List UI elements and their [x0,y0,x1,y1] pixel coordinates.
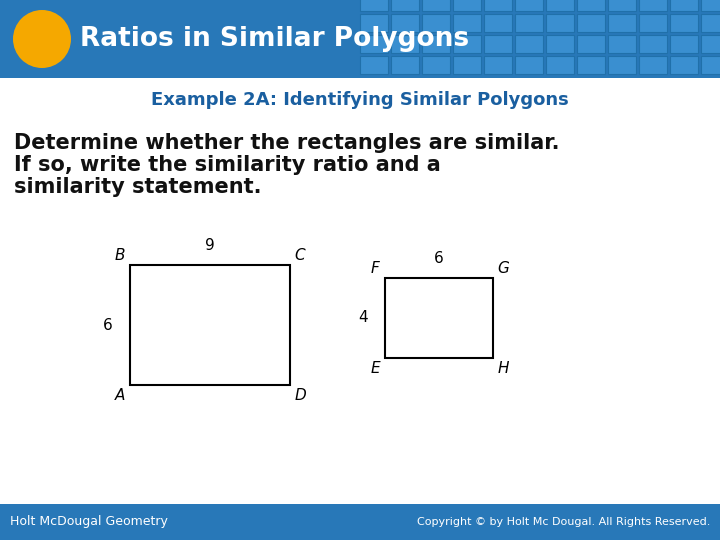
Text: If so, write the similarity ratio and a: If so, write the similarity ratio and a [14,155,441,175]
Bar [670,35,698,53]
Bar [360,14,388,32]
Bar [515,56,543,74]
Bar [453,56,481,74]
Bar [701,35,720,53]
Bar [453,14,481,32]
Bar [577,14,605,32]
Text: E: E [370,361,380,376]
Bar [0,504,720,540]
Bar [422,0,450,11]
Bar [515,0,543,11]
Bar [670,14,698,32]
Bar [391,0,419,11]
Bar [608,56,636,74]
Bar [515,14,543,32]
Bar [422,35,450,53]
Bar [0,0,720,78]
Bar [639,35,667,53]
Bar [360,35,388,53]
Bar [546,56,574,74]
Bar [608,0,636,11]
Bar [385,278,493,358]
Text: 4: 4 [358,310,368,326]
Text: Copyright © by Holt Mc Dougal. All Rights Reserved.: Copyright © by Holt Mc Dougal. All Right… [417,517,710,527]
Bar [484,0,512,11]
Bar [546,14,574,32]
Text: 6: 6 [434,251,444,266]
Text: D: D [294,388,306,403]
Bar [577,35,605,53]
Bar [484,35,512,53]
Bar [639,14,667,32]
Text: F: F [371,261,379,276]
Bar [670,0,698,11]
Bar [484,56,512,74]
Bar [484,14,512,32]
Bar [608,35,636,53]
Text: Example 2A: Identifying Similar Polygons: Example 2A: Identifying Similar Polygons [151,91,569,109]
Text: 9: 9 [205,238,215,253]
Bar [701,0,720,11]
Bar [577,56,605,74]
Bar [360,0,388,11]
Text: C: C [294,248,305,263]
Text: G: G [497,261,509,276]
Bar [453,0,481,11]
Bar [422,14,450,32]
Text: Determine whether the rectangles are similar.: Determine whether the rectangles are sim… [14,133,559,153]
Bar [422,56,450,74]
Bar [453,35,481,53]
Bar [391,14,419,32]
Text: Ratios in Similar Polygons: Ratios in Similar Polygons [80,26,469,52]
Bar [639,0,667,11]
Ellipse shape [13,10,71,68]
Bar [701,56,720,74]
Bar [546,35,574,53]
Bar [577,0,605,11]
Bar [391,56,419,74]
Text: B: B [114,248,125,263]
Bar [546,0,574,11]
Bar [670,56,698,74]
Text: H: H [498,361,509,376]
Text: Holt McDougal Geometry: Holt McDougal Geometry [10,516,168,529]
Bar [701,14,720,32]
Text: 6: 6 [103,318,113,333]
Bar [360,56,388,74]
Bar [515,35,543,53]
Bar [639,56,667,74]
Bar [130,265,290,385]
Bar [608,14,636,32]
Bar [391,35,419,53]
Text: similarity statement.: similarity statement. [14,177,261,197]
Text: A: A [114,388,125,403]
